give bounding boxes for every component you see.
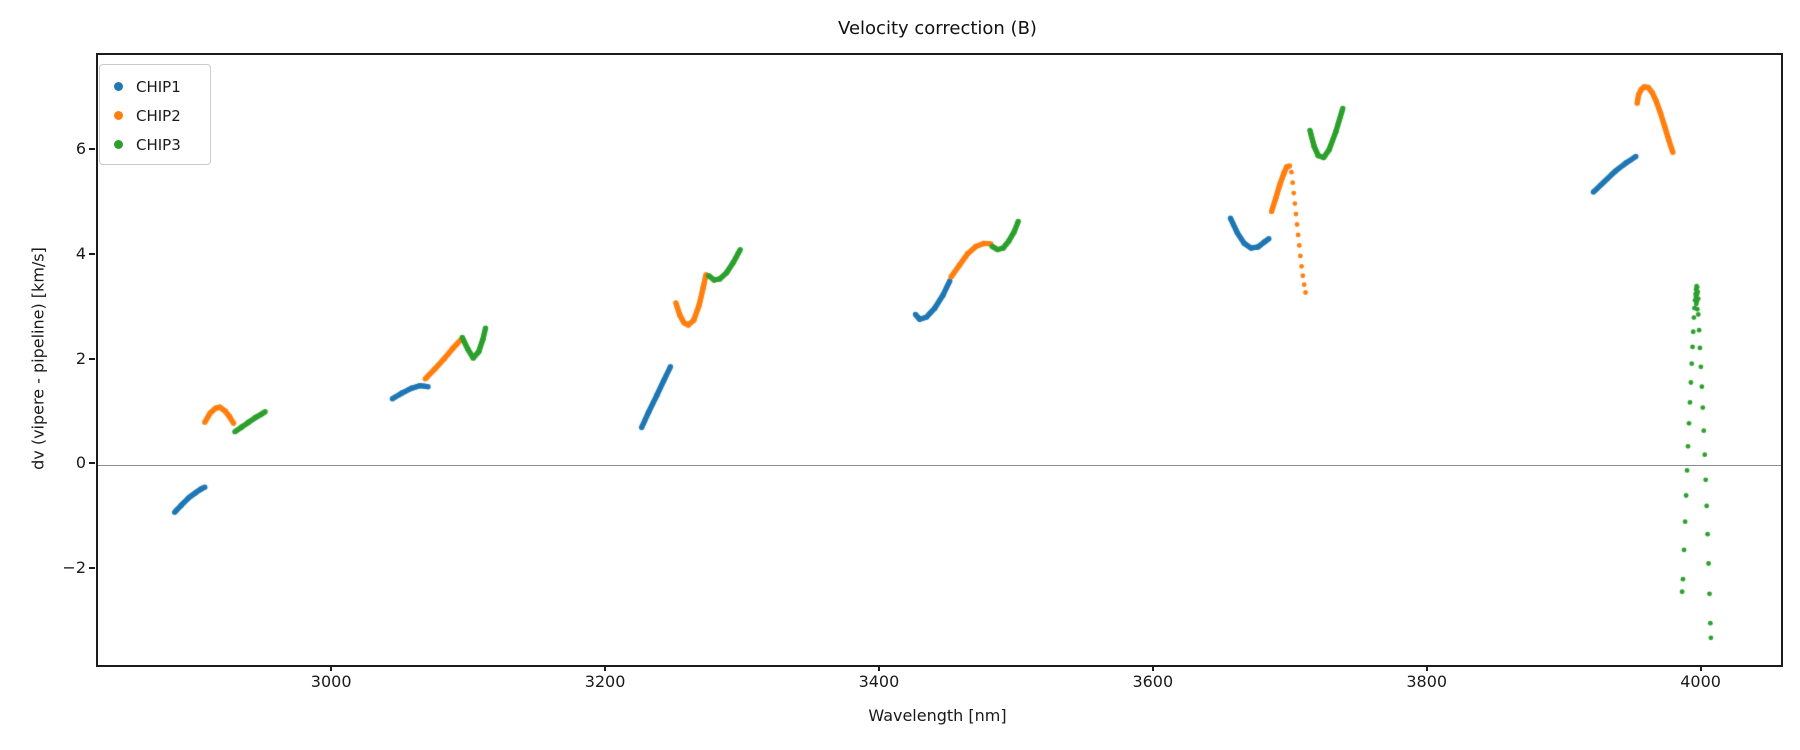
legend-label: CHIP2 xyxy=(136,106,181,125)
x-tick-label: 3600 xyxy=(1132,672,1174,691)
legend-label: CHIP1 xyxy=(136,77,181,96)
y-tick-mark xyxy=(89,148,95,151)
plot-area xyxy=(96,53,1783,667)
x-tick-label: 4000 xyxy=(1680,672,1721,691)
y-axis-label: dv (vipere - pipeline) [km/s] xyxy=(28,247,48,470)
y-tick-label: 2 xyxy=(75,348,86,368)
legend-entry-chip3: CHIP3 xyxy=(100,130,210,159)
x-tick-label: 3000 xyxy=(310,672,352,691)
y-tick-mark xyxy=(89,566,95,569)
y-tick-label: 6 xyxy=(75,139,86,159)
y-tick-mark xyxy=(89,252,95,255)
y-tick-label: −2 xyxy=(62,557,86,577)
y-tick-mark xyxy=(89,357,95,360)
scatter-canvas xyxy=(98,55,1781,665)
legend: CHIP1 CHIP2 CHIP3 xyxy=(99,64,211,165)
x-tick-label: 3800 xyxy=(1406,672,1448,691)
y-tick-label: 4 xyxy=(75,243,86,263)
legend-entry-chip1: CHIP1 xyxy=(100,72,210,101)
legend-entry-chip2: CHIP2 xyxy=(100,101,210,130)
legend-label: CHIP3 xyxy=(136,135,181,154)
y-tick-mark xyxy=(89,462,95,465)
x-tick-label: 3400 xyxy=(858,672,900,691)
chip1-marker-icon xyxy=(114,82,123,91)
y-tick-label: 0 xyxy=(75,453,86,473)
x-tick-mark xyxy=(1425,665,1428,671)
x-tick-mark xyxy=(877,665,880,671)
x-tick-mark xyxy=(330,665,333,671)
x-tick-mark xyxy=(604,665,607,671)
chip3-marker-icon xyxy=(114,140,123,149)
x-tick-mark xyxy=(1699,665,1702,671)
x-tick-mark xyxy=(1151,665,1154,671)
x-axis-label: Wavelength [nm] xyxy=(868,706,1007,725)
x-tick-label: 3200 xyxy=(584,672,626,691)
chip2-marker-icon xyxy=(114,111,123,120)
plot-title: Velocity correction (B) xyxy=(838,18,1037,39)
